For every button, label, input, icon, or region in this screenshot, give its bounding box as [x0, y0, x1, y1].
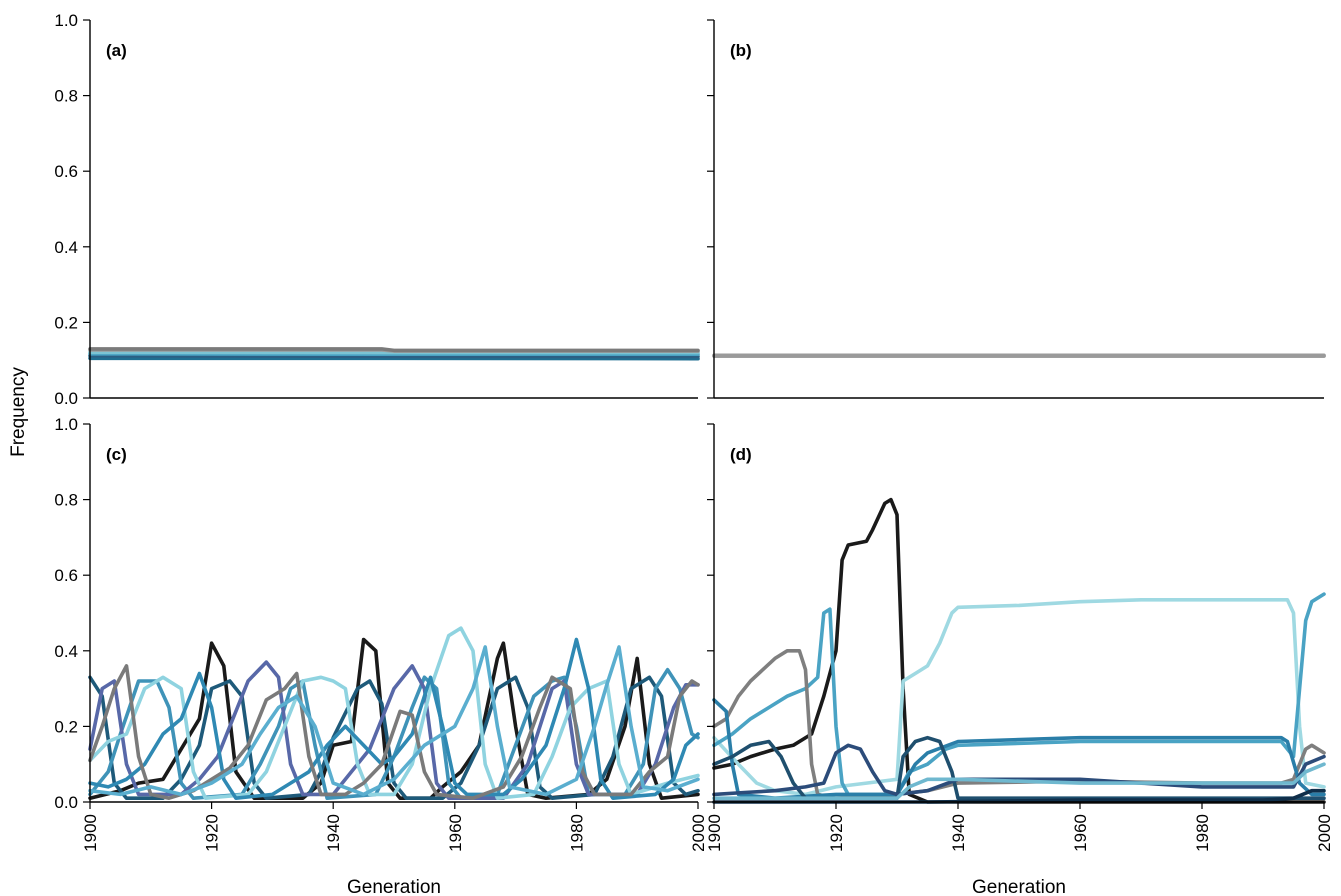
- series-line-5: [712, 698, 1326, 800]
- series-line-6: [88, 347, 700, 353]
- series-line-8: [88, 645, 700, 797]
- series-line-4: [712, 649, 1326, 800]
- x-tick-label: 1900: [705, 814, 724, 852]
- panel-label: (c): [106, 445, 127, 464]
- panel-c: 0.0 0.2 0.4 0.6 0.8 1.0 1900 1920 1940 1960 1980 20…: [54, 415, 708, 896]
- y-tick-label: 0.8: [54, 491, 78, 510]
- y-tick-label: 0.8: [54, 87, 78, 106]
- x-axis-title: Generation: [972, 877, 1066, 896]
- panel-b: (b): [707, 19, 1326, 399]
- y-axis-title: Frequency: [8, 367, 29, 457]
- panel-label: (b): [730, 41, 752, 60]
- series-line-7: [712, 743, 1326, 797]
- series-line-7: [88, 664, 700, 800]
- y-tick-label: 0.4: [54, 642, 78, 661]
- series-line-2: [88, 353, 700, 359]
- y-tick-label: 1.0: [54, 415, 78, 434]
- y-tick-label: 0.4: [54, 238, 78, 257]
- series-line-6: [88, 637, 700, 800]
- x-tick-label: 2000: [1315, 814, 1334, 852]
- x-tick-label: 2000: [689, 814, 708, 852]
- y-tick-label: 0.2: [54, 313, 78, 332]
- series-line-5: [88, 626, 700, 800]
- y-tick-label: 0.2: [54, 717, 78, 736]
- x-tick-label: 1920: [203, 814, 222, 852]
- x-tick-label: 1940: [949, 814, 968, 852]
- x-tick-label: 1920: [827, 814, 846, 852]
- x-tick-label: 1980: [567, 814, 586, 852]
- y-tick-label: 1.0: [54, 11, 78, 30]
- x-tick-label: 1940: [324, 814, 343, 852]
- panel-a: 0.0 0.2 0.4 0.6 0.8 1.0 (a): [54, 11, 700, 408]
- series-line-2: [712, 598, 1326, 797]
- x-tick-label: 1960: [446, 814, 465, 852]
- y-tick-label: 0.0: [54, 389, 78, 408]
- series-line-1: [712, 497, 1326, 804]
- x-tick-label: 1900: [81, 814, 100, 852]
- series-line-8: [712, 762, 1326, 800]
- y-tick-label: 0.0: [54, 793, 78, 812]
- x-tick-label: 1960: [1071, 814, 1090, 852]
- y-tick-label: 0.6: [54, 162, 78, 181]
- y-tick-label: 0.6: [54, 566, 78, 585]
- x-tick-label: 1980: [1193, 814, 1212, 852]
- x-axis-title: Generation: [347, 877, 441, 896]
- panel-label: (a): [106, 41, 127, 60]
- panel-d: 1900 1920 1940 1960 1980 2000 Generation (d): [705, 423, 1334, 896]
- series-line-6: [712, 735, 1326, 800]
- panel-label: (d): [730, 445, 752, 464]
